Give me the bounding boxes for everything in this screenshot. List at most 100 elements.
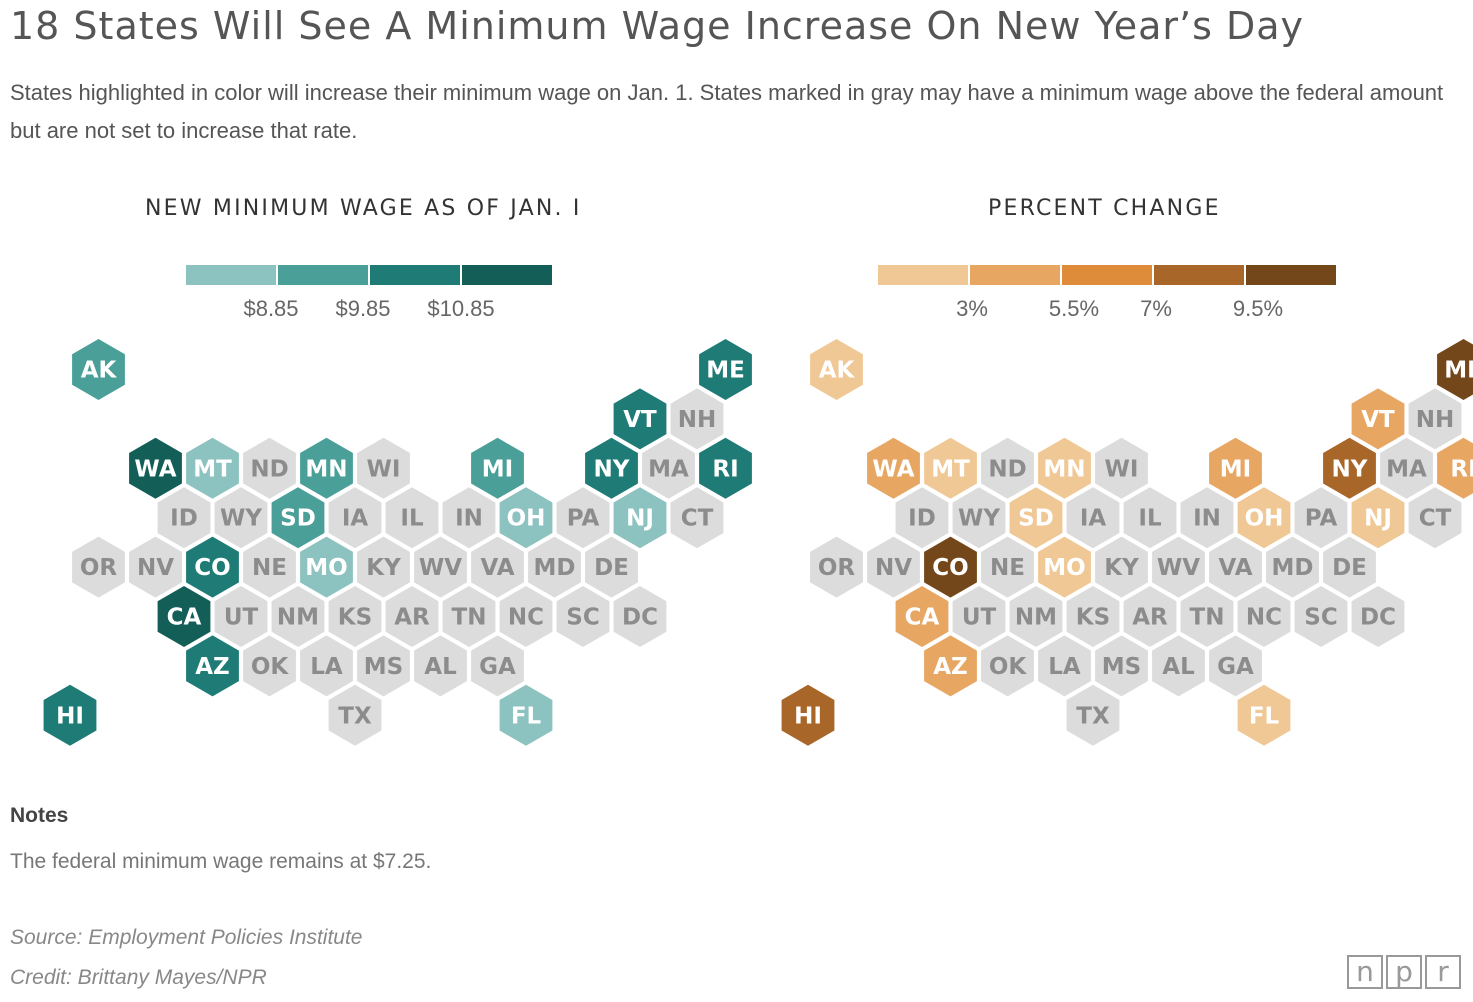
state-label: GA: [1217, 654, 1254, 680]
state-label: MN: [305, 456, 347, 482]
state-label: NJ: [626, 506, 654, 532]
state-tile-ga: GA: [471, 635, 524, 697]
state-label: MD: [1272, 555, 1314, 581]
state-hex: [499, 586, 553, 647]
state-tile-ga: GA: [1209, 635, 1262, 697]
state-hex: [1038, 536, 1091, 598]
state-tile-nc: NC: [1237, 586, 1291, 647]
legend-swatch: [970, 265, 1060, 285]
state-tile-mt: MT: [924, 437, 977, 499]
state-hex: [499, 684, 553, 746]
state-hex: [1266, 536, 1319, 598]
state-label: GA: [479, 654, 516, 680]
state-hex: [952, 586, 1006, 647]
state-tile-dc: DC: [1351, 586, 1405, 647]
state-label: AZ: [195, 654, 229, 680]
state-label: CA: [167, 605, 202, 631]
state-label: CA: [905, 605, 940, 631]
state-label: AL: [1162, 654, 1195, 680]
legend-label: $8.85: [243, 296, 299, 321]
state-label: NM: [277, 605, 319, 631]
state-hex: [1180, 586, 1234, 647]
state-label: OH: [507, 506, 546, 532]
state-tile-wi: WI: [1095, 437, 1148, 499]
state-label: WI: [367, 456, 401, 482]
state-label: UT: [224, 605, 259, 631]
state-tile-ny: NY: [585, 437, 638, 499]
state-tile-co: CO: [924, 536, 977, 598]
state-hex: [699, 339, 752, 400]
state-hex: [670, 487, 724, 549]
state-hex: [781, 684, 835, 746]
state-label: NH: [1416, 407, 1455, 433]
state-label: MI: [1220, 456, 1251, 482]
legend-label: $10.85: [427, 296, 495, 321]
state-hex: [867, 536, 920, 598]
state-label: IL: [1138, 506, 1162, 532]
state-tile-ks: KS: [1066, 586, 1120, 647]
state-hex: [642, 437, 695, 499]
map-title-percent-change: PERCENT CHANGE: [988, 196, 1221, 221]
state-label: WY: [220, 506, 262, 532]
state-hex: [895, 487, 949, 549]
state-hex: [1066, 684, 1120, 746]
state-tile-ia: IA: [1066, 487, 1120, 549]
state-hex: [613, 586, 667, 647]
state-hex: [699, 437, 752, 499]
state-hex: [1095, 437, 1148, 499]
hex-map-minimum-wage: AK ME VT NH WA MT ND MN WI MI NY MA RI ID WY SD IA IL IN OH…: [43, 339, 752, 746]
state-hex: [613, 388, 667, 450]
state-label: VA: [1218, 555, 1252, 581]
legend-label: 3%: [956, 296, 988, 321]
state-tile-ma: MA: [1380, 437, 1433, 499]
state-hex: [271, 586, 325, 647]
state-label: WY: [958, 506, 1000, 532]
state-tile-la: LA: [1038, 635, 1091, 697]
state-tile-ar: AR: [385, 586, 439, 647]
state-tile-or: OR: [72, 536, 125, 598]
state-tile-mi: MI: [1209, 437, 1262, 499]
state-hex: [556, 586, 610, 647]
state-tile-wa: WA: [129, 437, 182, 499]
state-tile-or: OR: [810, 536, 863, 598]
npr-logo-letter: n: [1347, 955, 1383, 989]
state-label: MA: [648, 456, 689, 482]
state-tile-ak: AK: [72, 339, 125, 400]
page-title: 18 States Will See A Minimum Wage Increa…: [10, 4, 1304, 48]
state-label: HI: [794, 703, 822, 729]
state-label: SD: [1018, 506, 1054, 532]
state-tile-ok: OK: [981, 635, 1034, 697]
state-hex: [1209, 536, 1262, 598]
state-tile-nh: NH: [1408, 388, 1462, 450]
state-tile-ct: CT: [670, 487, 724, 549]
state-label: IN: [455, 506, 483, 532]
state-tile-ut: UT: [952, 586, 1006, 647]
state-hex: [1408, 388, 1462, 450]
state-hex: [214, 487, 268, 549]
state-hex: [1351, 487, 1405, 549]
state-label: NJ: [1364, 506, 1392, 532]
state-tile-fl: FL: [499, 684, 553, 746]
state-tile-tn: TN: [1180, 586, 1234, 647]
state-hex: [414, 635, 467, 697]
state-hex: [1152, 635, 1205, 697]
state-tile-nv: NV: [867, 536, 920, 598]
state-label: OK: [251, 654, 290, 680]
state-label: NY: [594, 456, 630, 482]
state-tile-mi: MI: [471, 437, 524, 499]
state-tile-sc: SC: [556, 586, 610, 647]
state-label: MO: [1043, 555, 1085, 581]
state-hex: [129, 536, 182, 598]
state-hex: [1237, 487, 1291, 549]
state-hex: [129, 437, 182, 499]
state-hex: [385, 586, 439, 647]
state-label: DC: [1360, 605, 1396, 631]
state-label: NH: [678, 407, 717, 433]
state-hex: [613, 487, 667, 549]
state-label: NV: [875, 555, 912, 581]
state-hex: [810, 339, 863, 400]
state-hex: [556, 487, 610, 549]
state-tile-ne: NE: [981, 536, 1034, 598]
state-tile-mn: MN: [1038, 437, 1091, 499]
state-hex: [357, 536, 410, 598]
